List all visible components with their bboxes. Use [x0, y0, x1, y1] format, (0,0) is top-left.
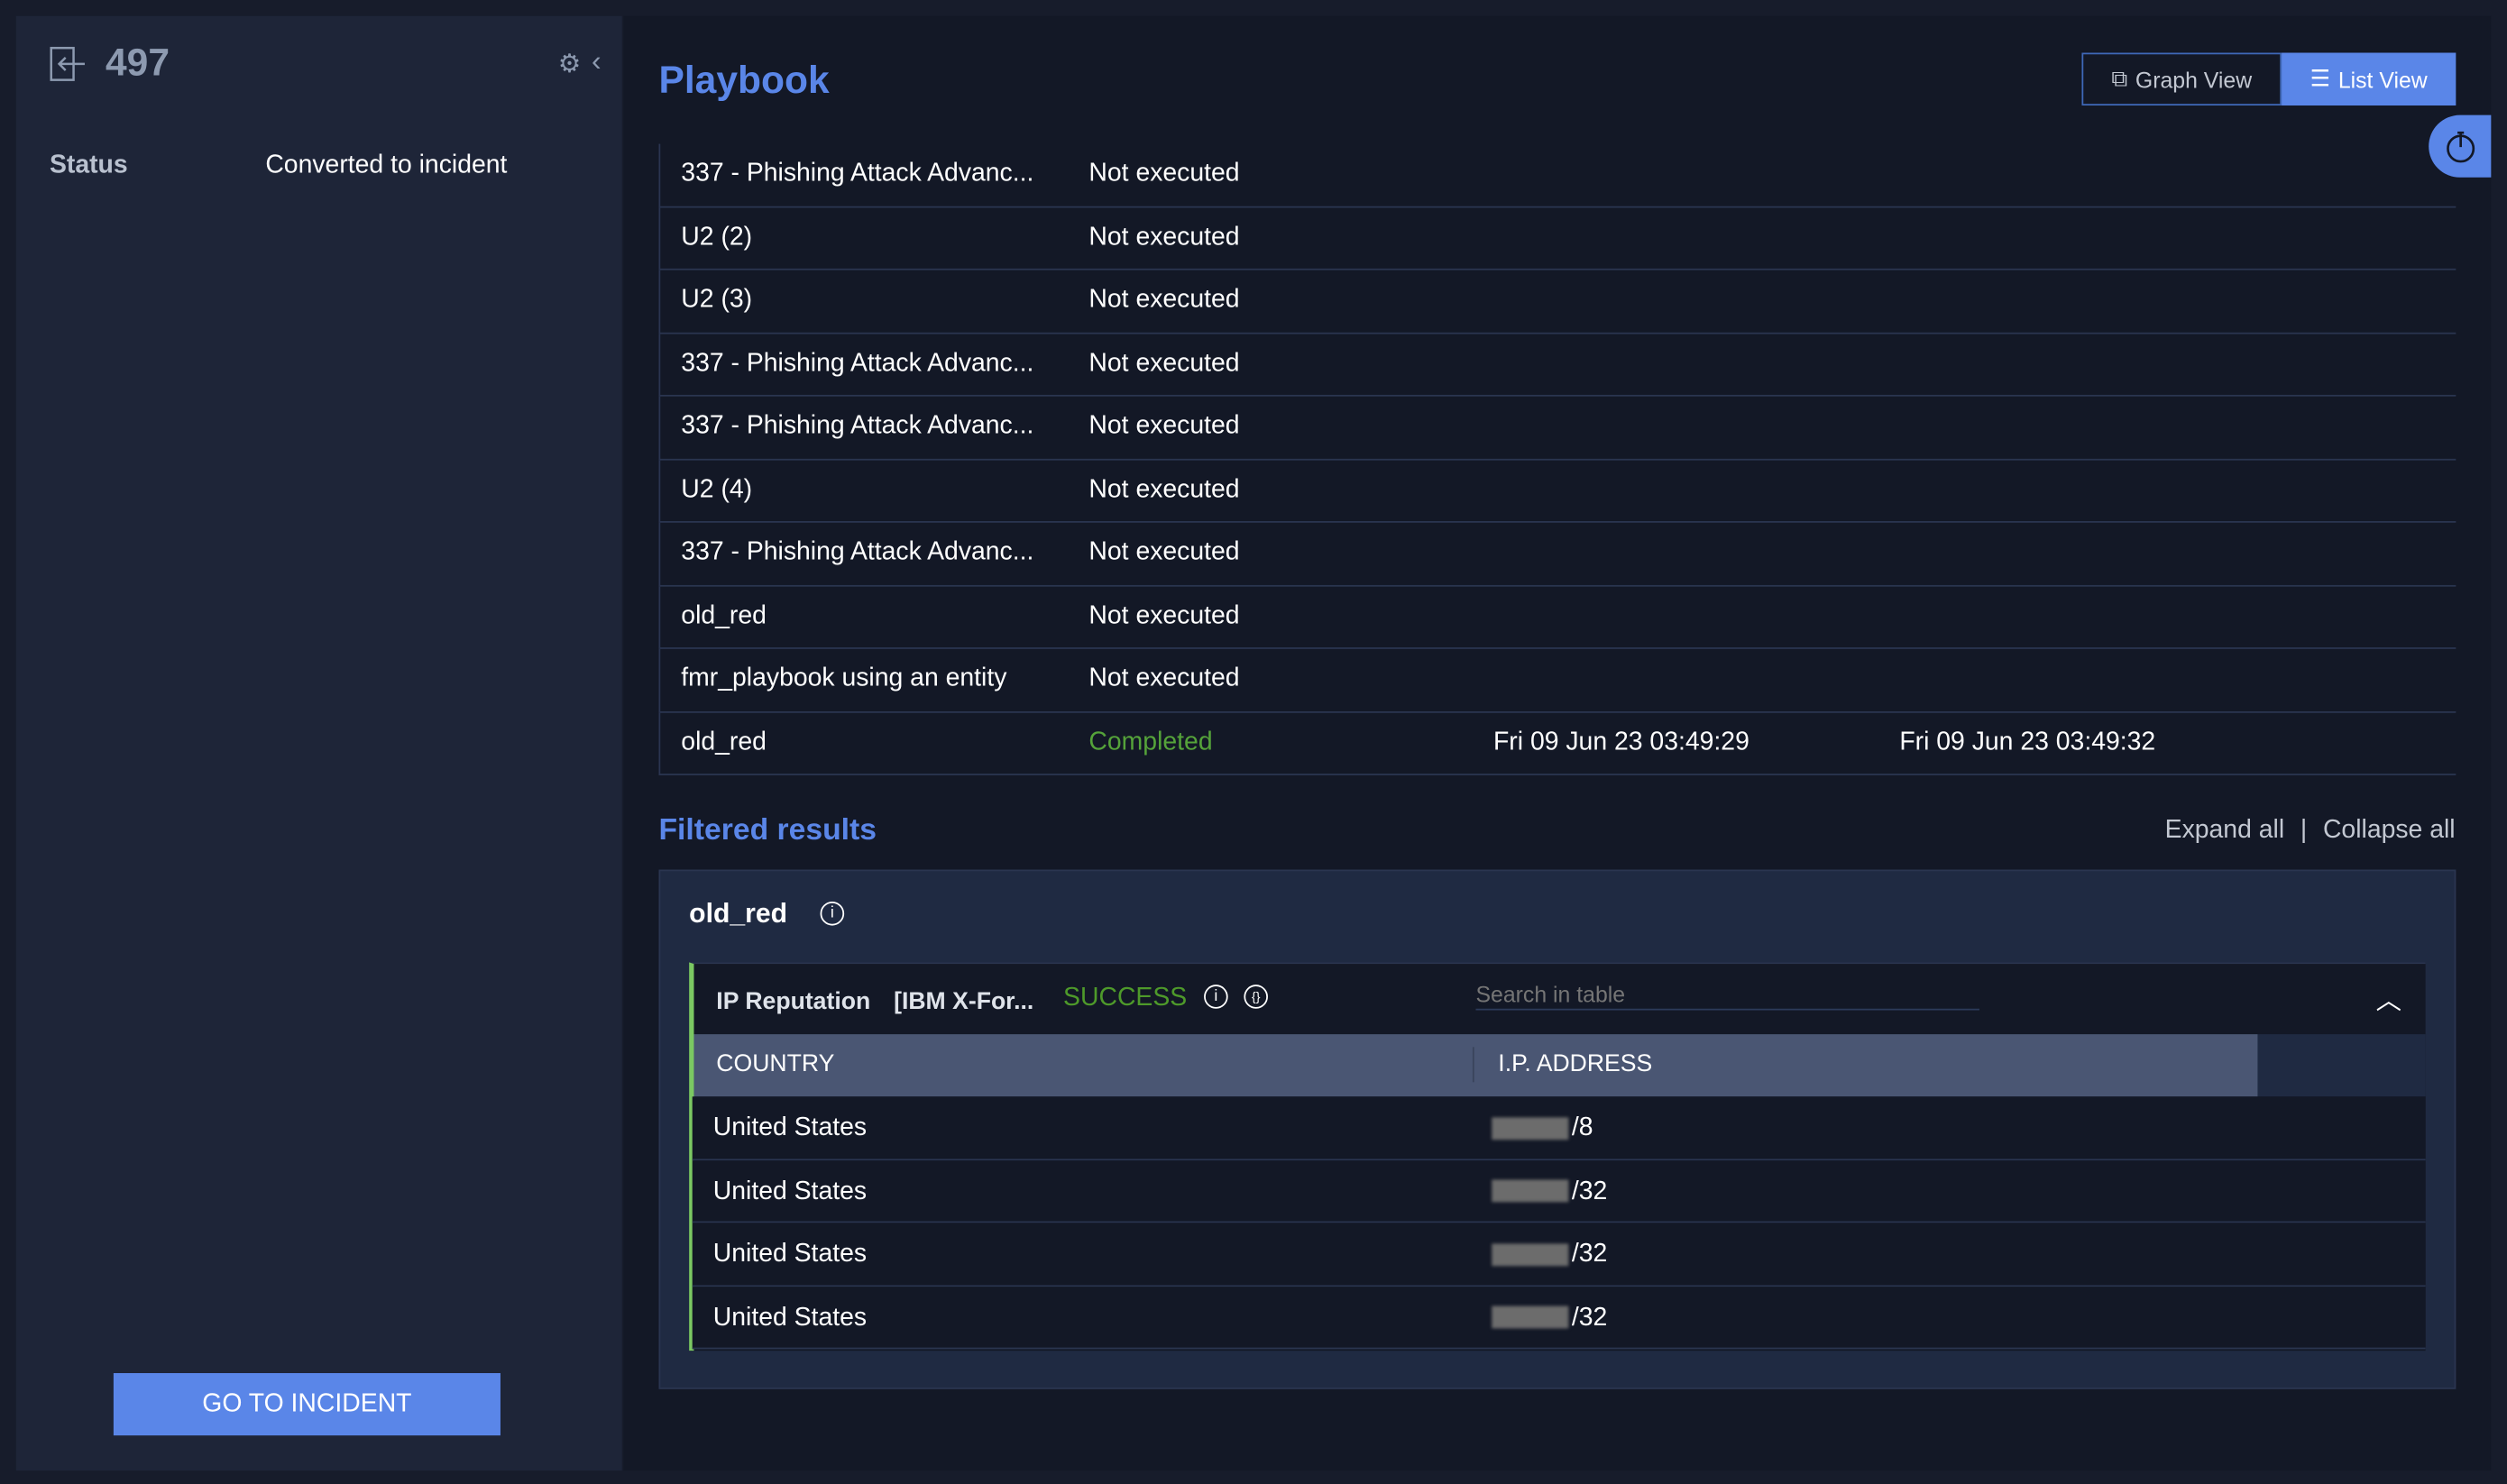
table-row: United States /32: [692, 1286, 2426, 1350]
playbook-row[interactable]: U2 (3) Not executed: [658, 270, 2456, 334]
playbook-row[interactable]: 337 - Phishing Attack Advanc... Not exec…: [658, 143, 2456, 207]
playbook-name: 337 - Phishing Attack Advanc...: [681, 538, 1034, 567]
exit-icon[interactable]: [50, 46, 88, 81]
playbook-row[interactable]: 337 - Phishing Attack Advanc... Not exec…: [658, 333, 2456, 397]
json-icon[interactable]: {}: [1244, 985, 1268, 1009]
playbook-status: Not executed: [1088, 286, 1240, 314]
redacted-ip: [1492, 1116, 1569, 1140]
graph-view-label: Graph View: [2135, 66, 2253, 92]
table-row: United States /32: [692, 1159, 2426, 1223]
playbook-status: Not executed: [1088, 412, 1240, 441]
ip-cell: /32: [1492, 1177, 1607, 1206]
country-cell: United States: [712, 1177, 868, 1205]
redacted-ip: [1492, 1306, 1569, 1329]
chevron-up-icon[interactable]: ︿: [2375, 987, 2402, 1015]
end-time: Fri 09 Jun 23 03:49:32: [1899, 728, 2156, 756]
redacted-ip: [1492, 1179, 1569, 1203]
list-icon: ☰: [2310, 65, 2330, 92]
playbook-status: Not executed: [1088, 538, 1240, 567]
status-value: Converted to incident: [265, 151, 508, 179]
playbook-row[interactable]: U2 (2) Not executed: [658, 206, 2456, 270]
playbook-name: U2 (4): [681, 475, 753, 504]
table-row: United States /8: [692, 1096, 2426, 1160]
filtered-results-title: Filtered results: [658, 813, 877, 847]
separator: |: [2300, 817, 2308, 845]
country-cell: United States: [712, 1113, 868, 1141]
ip-cell: /32: [1492, 1304, 1607, 1333]
info-icon[interactable]: i: [1204, 985, 1228, 1009]
playbook-status: Completed: [1088, 728, 1213, 756]
playbook-name: fmr_playbook using an entity: [681, 665, 1007, 693]
playbook-status: Not executed: [1088, 223, 1240, 251]
playbook-status: Not executed: [1088, 665, 1240, 693]
playbook-row[interactable]: 337 - Phishing Attack Advanc... Not exec…: [658, 522, 2456, 586]
expand-all-link[interactable]: Expand all: [2164, 817, 2285, 845]
incident-id: 497: [106, 41, 170, 85]
redacted-ip: [1492, 1242, 1569, 1266]
country-cell: United States: [712, 1240, 868, 1268]
start-time: Fri 09 Jun 23 03:49:29: [1492, 728, 1749, 756]
playbook-status: Not executed: [1088, 475, 1240, 504]
playbook-row[interactable]: old_red Completed Fri 09 Jun 23 03:49:29…: [658, 711, 2456, 775]
playbook-row[interactable]: U2 (4) Not executed: [658, 459, 2456, 523]
timer-button[interactable]: [2429, 115, 2492, 178]
gear-icon[interactable]: ⚙: [557, 50, 582, 78]
ip-cell: /8: [1492, 1114, 1593, 1143]
playbook-status: Not executed: [1088, 160, 1240, 188]
playbook-name: 337 - Phishing Attack Advanc...: [681, 412, 1034, 441]
graph-view-button[interactable]: ⧉ Graph View: [2081, 52, 2282, 106]
playbook-name: U2 (2): [681, 223, 753, 251]
country-cell: United States: [712, 1303, 868, 1332]
column-country[interactable]: COUNTRY: [716, 1049, 835, 1078]
playbook-status: Not executed: [1088, 349, 1240, 377]
status-label: Status: [49, 151, 128, 179]
action-result: SUCCESS: [1063, 985, 1188, 1012]
playbook-name: U2 (3): [681, 286, 753, 314]
playbook-name: 337 - Phishing Attack Advanc...: [681, 160, 1034, 188]
playbook-name: old_red: [681, 728, 767, 756]
graph-icon: ⧉: [2111, 65, 2128, 92]
ip-cell: /32: [1492, 1241, 1607, 1269]
integration-name: [IBM X-For...: [894, 987, 1034, 1015]
playbook-row[interactable]: 337 - Phishing Attack Advanc... Not exec…: [658, 396, 2456, 460]
playbook-name: 337 - Phishing Attack Advanc...: [681, 349, 1034, 377]
list-view-label: List View: [2337, 66, 2428, 92]
column-ip-address[interactable]: I.P. ADDRESS: [1498, 1049, 1653, 1078]
column-divider: [1472, 1047, 1474, 1083]
incident-sidebar: [15, 15, 622, 1471]
list-view-button[interactable]: ☰ List View: [2282, 52, 2456, 106]
table-row: United States /32: [692, 1223, 2426, 1287]
playbook-name: old_red: [681, 601, 767, 630]
info-icon[interactable]: i: [820, 901, 845, 926]
table-header: [693, 1034, 2258, 1097]
stopwatch-icon: [2446, 130, 2475, 162]
go-to-incident-button[interactable]: GO TO INCIDENT: [113, 1373, 500, 1436]
action-name: IP Reputation: [716, 987, 871, 1015]
collapse-all-link[interactable]: Collapse all: [2322, 817, 2456, 845]
card-title: old_red: [689, 898, 788, 930]
playbook-row[interactable]: fmr_playbook using an entity Not execute…: [658, 648, 2456, 712]
collapse-chevron-icon[interactable]: ‹: [592, 44, 601, 78]
playbook-status: Not executed: [1088, 601, 1240, 630]
playbook-row[interactable]: old_red Not executed: [658, 585, 2456, 649]
header-filler: [2257, 1034, 2426, 1097]
page-title: Playbook: [658, 59, 830, 103]
search-table-input[interactable]: [1475, 978, 1979, 1011]
